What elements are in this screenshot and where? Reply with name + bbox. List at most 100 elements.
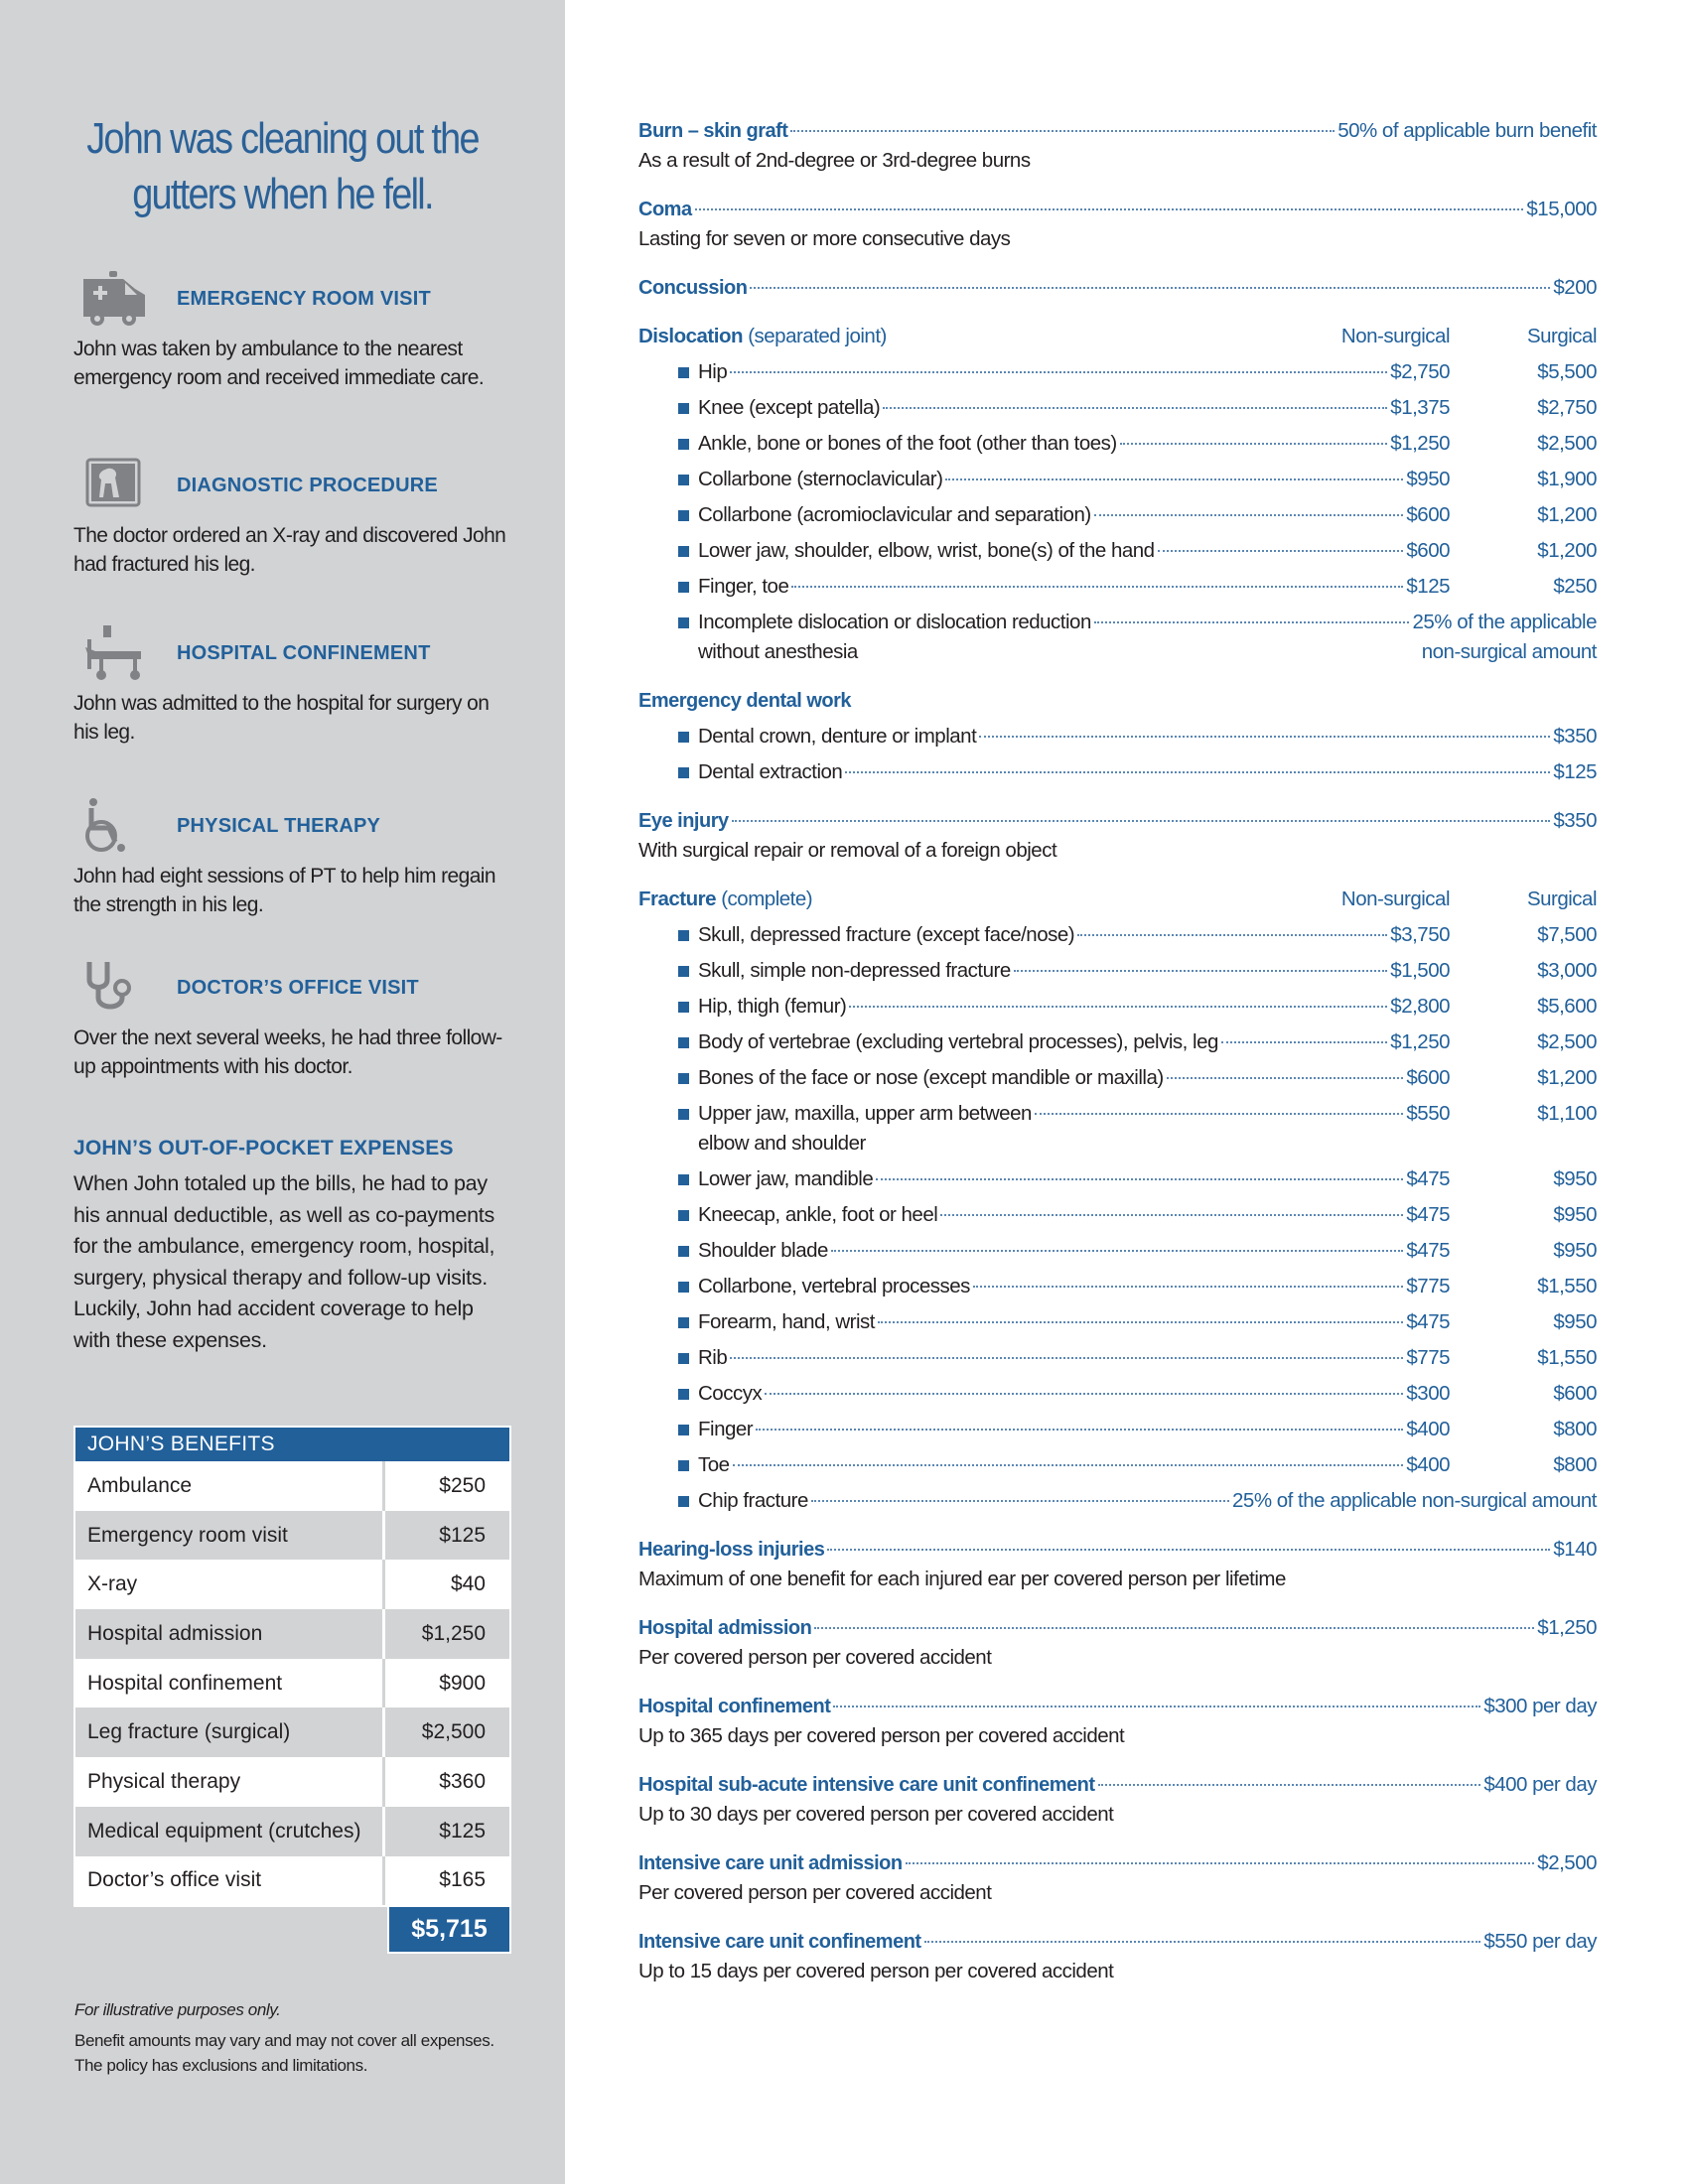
item-label: Coccyx — [698, 1382, 763, 1405]
sidebar-title: John was cleaning out the gutters when h… — [86, 114, 480, 218]
section-sub: Up to 15 days per covered person per cov… — [638, 1960, 1114, 1982]
item-line: Collarbone, vertebral processes $775 $1,55… — [698, 1272, 1598, 1301]
dot-leader — [945, 478, 1404, 480]
dot-leader — [923, 1941, 1481, 1943]
row-label: Medical equipment (crutches) — [75, 1806, 385, 1856]
item-line: Lower jaw, mandible $475 $950 — [698, 1164, 1598, 1194]
section-line: Intensive care unit admission $2,500 — [638, 1848, 1597, 1878]
benefits-heading: JOHN’S BENEFITS — [75, 1428, 509, 1461]
item-label: Body of vertebrae (excluding vertebral p… — [698, 1030, 1218, 1053]
bullet-icon — [678, 367, 689, 378]
list-item: Upper jaw, maxilla, upper arm between $55… — [678, 1093, 1598, 1159]
sidebar: John was cleaning out the gutters when h… — [0, 0, 565, 2184]
item-line: Hip $2,750 $5,500 — [698, 357, 1598, 387]
section-eye: Eye injury $350 With surgical repair or r… — [638, 806, 1597, 866]
item-body: Collarbone, vertebral processes $775 $1,55… — [698, 1272, 1598, 1301]
dot-leader — [1166, 1077, 1404, 1079]
item-nonsurgical-value: $475 — [1406, 1239, 1450, 1262]
col-surgical: Surgical — [1526, 325, 1598, 347]
section-value: $140 — [1553, 1538, 1597, 1561]
item-line: Skull, simple non-depressed fracture $1,5… — [698, 956, 1598, 986]
item-value: $125 — [1553, 760, 1597, 783]
item-body: Knee (except patella) $1,375 $2,750 — [698, 393, 1598, 423]
col-nonsurgical: Non-surgical — [1340, 887, 1451, 910]
table-row: Physical therapy $360 — [75, 1757, 509, 1807]
col-surgical: Surgical — [1526, 887, 1598, 910]
item-surgical-value: $950 — [1553, 1310, 1597, 1333]
item-surgical-value: $2,500 — [1537, 1030, 1597, 1053]
section-dental: Emergency dental work Dental crown, dent… — [638, 686, 1597, 787]
dot-leader — [756, 1429, 1404, 1431]
section-value: $15,000 — [1526, 198, 1597, 220]
item-label-cont: elbow and shoulder — [698, 1132, 866, 1155]
list-item: Incomplete dislocation or dislocation re… — [678, 602, 1598, 667]
item-body: Ankle, bone or bones of the foot (other … — [698, 429, 1598, 459]
section-title: Hospital sub-acute intensive care unit c… — [638, 1774, 1095, 1796]
section-burn: Burn – skin graft 50% of applicable burn … — [638, 116, 1597, 176]
item-surgical-value: $3,000 — [1537, 959, 1597, 982]
section-title: Burn – skin graft — [638, 120, 788, 142]
section-concussion: Concussion $200 — [638, 273, 1597, 303]
bullet-icon — [678, 1246, 689, 1257]
item-nonsurgical-value: $600 — [1406, 539, 1450, 562]
section-dislocation: Dislocation (separated joint) Non-surgica… — [638, 322, 1598, 667]
step-text: John was taken by ambulance to the neare… — [73, 338, 485, 389]
item-nonsurgical-value: $475 — [1406, 1203, 1450, 1226]
list-item: Collarbone (sternoclavicular) $950 $1,900 — [678, 459, 1598, 494]
bullet-icon — [678, 1174, 689, 1185]
item-line: Dental crown, denture or implant $350 — [698, 722, 1597, 751]
list-item: Finger $400 $800 — [678, 1409, 1598, 1444]
item-line: Collarbone (acromioclavicular and separa… — [698, 500, 1598, 530]
row-value: $1,250 — [421, 1621, 486, 1645]
step-heading: DOCTOR’S OFFICE VISIT — [177, 976, 419, 999]
step-text: John was admitted to the hospital for su… — [73, 692, 490, 744]
item-nonsurgical-value: $475 — [1406, 1167, 1450, 1190]
benefit-schedule: Burn – skin graft 50% of applicable burn … — [638, 116, 1598, 2005]
item-nonsurgical-value: $550 — [1406, 1102, 1450, 1125]
bullet-icon — [678, 1282, 689, 1293]
step-heading: PHYSICAL THERAPY — [177, 814, 381, 837]
table-row: Hospital confinement $900 — [75, 1658, 509, 1708]
section-line: Hospital sub-acute intensive care unit c… — [638, 1770, 1597, 1800]
item-surgical-value: $2,750 — [1537, 396, 1597, 419]
list-item: Ankle, bone or bones of the foot (other … — [678, 423, 1598, 459]
step-physical-therapy: PHYSICAL THERAPY John had eight sessions… — [73, 796, 510, 919]
dot-leader — [731, 820, 1551, 822]
item-surgical-value: $1,200 — [1537, 539, 1597, 562]
item-body: Skull, simple non-depressed fracture $1,5… — [698, 956, 1598, 986]
row-label: Emergency room visit — [75, 1510, 385, 1561]
section-title: Intensive care unit confinement — [638, 1931, 921, 1953]
item-line: Finger, toe $125 $250 — [698, 572, 1598, 602]
item-line: Shoulder blade $475 $950 — [698, 1236, 1598, 1266]
dot-leader — [814, 1627, 1535, 1629]
item-label: without anesthesia — [698, 640, 858, 663]
item-label: Incomplete dislocation or dislocation re… — [698, 611, 1091, 633]
bullet-icon — [678, 617, 689, 628]
step-diagnostic: DIAGNOSTIC PROCEDURE The doctor ordered … — [73, 456, 510, 579]
bullet-icon — [678, 1425, 689, 1435]
item-label: Hip, thigh (femur) — [698, 995, 847, 1018]
bullet-icon — [678, 1002, 689, 1013]
item-body: Hip $2,750 $5,500 — [698, 357, 1598, 387]
item-nonsurgical-value: $400 — [1406, 1418, 1450, 1440]
section-line: Hearing-loss injuries $140 — [638, 1535, 1597, 1565]
item-body: Lower jaw, mandible $475 $950 — [698, 1164, 1598, 1194]
section-line: Hospital confinement $300 per day — [638, 1692, 1597, 1721]
item-nonsurgical-value: $600 — [1406, 503, 1450, 526]
dot-leader — [830, 1250, 1404, 1252]
section-line: Intensive care unit confinement $550 per … — [638, 1927, 1597, 1957]
item-line: Coccyx $300 $600 — [698, 1379, 1598, 1409]
step-text: Over the next several weeks, he had thre… — [73, 1026, 502, 1078]
item-body: Coccyx $300 $600 — [698, 1379, 1598, 1409]
item-label: Knee (except patella) — [698, 396, 881, 419]
dot-leader — [833, 1706, 1481, 1707]
list-item: Collarbone, vertebral processes $775 $1,55… — [678, 1266, 1598, 1301]
item-body: Hip, thigh (femur) $2,800 $5,600 — [698, 992, 1598, 1022]
item-body: Upper jaw, maxilla, upper arm between $55… — [698, 1099, 1598, 1159]
item-surgical-value: $800 — [1553, 1453, 1597, 1476]
title-note: (separated joint) — [748, 325, 887, 347]
list-item: Forearm, hand, wrist $475 $950 — [678, 1301, 1598, 1337]
list-item: Kneecap, ankle, foot or heel $475 $950 — [678, 1194, 1598, 1230]
dot-leader — [1013, 970, 1388, 972]
row-value: $2,500 — [421, 1720, 486, 1744]
